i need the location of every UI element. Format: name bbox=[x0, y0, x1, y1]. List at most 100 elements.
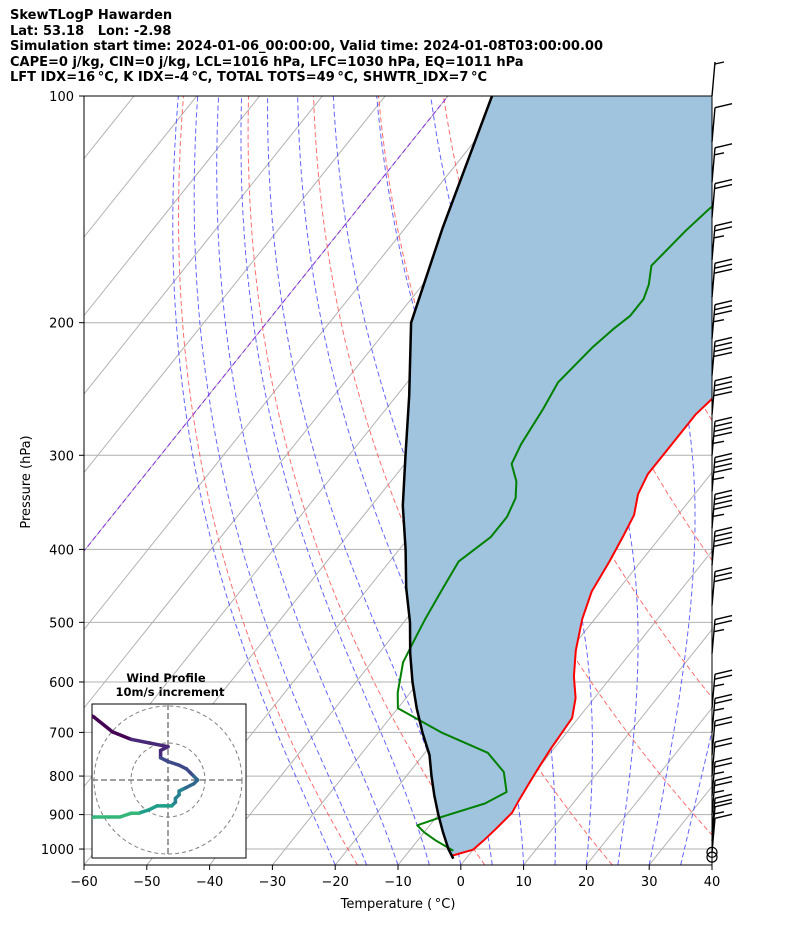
dry-adiabat-line bbox=[313, 96, 613, 865]
isotherm-line bbox=[84, 96, 323, 395]
hodograph-segment bbox=[110, 730, 133, 742]
isotherm-line bbox=[84, 96, 198, 238]
wind-barb bbox=[711, 802, 733, 841]
moist-adiabat-line bbox=[240, 96, 430, 865]
parcel-line bbox=[401, 96, 494, 860]
hodograph-inset bbox=[91, 703, 247, 859]
isotherm-line bbox=[775, 96, 794, 865]
x-tick-label: 40 bbox=[704, 875, 721, 890]
cape-shading bbox=[402, 96, 712, 859]
hodograph-segment bbox=[61, 824, 65, 828]
wind-barb bbox=[711, 336, 733, 376]
isotherm-line bbox=[84, 96, 512, 631]
calm-wind-circle bbox=[706, 851, 718, 863]
moist-adiabat-line bbox=[172, 96, 336, 865]
wind-barb bbox=[711, 716, 733, 756]
hodograph-segment bbox=[35, 861, 50, 872]
y-tick-label: 100 bbox=[49, 90, 74, 105]
isotherm-line bbox=[711, 864, 712, 865]
hodograph-segment bbox=[136, 807, 152, 816]
isotherm-line bbox=[586, 707, 712, 865]
wind-barb bbox=[711, 813, 733, 853]
y-tick-label: 700 bbox=[49, 726, 74, 741]
x-tick-label: 10 bbox=[515, 875, 532, 890]
wind-barb bbox=[711, 566, 733, 606]
x-axis-label: Temperature ( °C) bbox=[340, 897, 456, 912]
calm-wind-circle bbox=[706, 846, 718, 858]
wind-barb bbox=[711, 299, 733, 339]
x-tick-label: −20 bbox=[321, 875, 348, 890]
temperature-line bbox=[452, 397, 712, 857]
chart-title-block: SkewTLogP Hawarden Lat: 53.18 Lon: -2.98… bbox=[10, 8, 603, 86]
moist-adiabat-line bbox=[267, 96, 462, 865]
hodograph-segment bbox=[129, 737, 152, 745]
hodograph-segment bbox=[166, 759, 181, 767]
wind-barb bbox=[711, 614, 733, 654]
wind-barb bbox=[711, 669, 733, 709]
y-tick-label: 500 bbox=[49, 616, 74, 631]
dry-adiabat-line bbox=[247, 96, 486, 865]
wind-barb bbox=[711, 489, 733, 529]
moist-adiabat-line bbox=[680, 96, 712, 865]
moist-adiabat-line bbox=[589, 96, 696, 865]
x-tick-label: 20 bbox=[578, 875, 595, 890]
y-tick-label: 1000 bbox=[41, 843, 74, 858]
hodograph-segment bbox=[20, 873, 35, 880]
moist-adiabat-line bbox=[711, 863, 712, 865]
isotherm-line bbox=[0, 96, 71, 865]
x-tick-label: 30 bbox=[641, 875, 658, 890]
y-axis-label: Pressure (hPa) bbox=[19, 435, 34, 528]
wind-barb bbox=[711, 757, 733, 796]
wind-barb bbox=[711, 775, 733, 815]
wind-barb bbox=[711, 693, 733, 733]
hodograph-segment bbox=[92, 715, 115, 734]
moist-adiabat-line bbox=[430, 96, 593, 865]
location-line: Lat: 53.18 Lon: -2.98 bbox=[10, 23, 172, 39]
dewpoint-line bbox=[396, 205, 712, 852]
wind-barb bbox=[711, 143, 733, 182]
hodograph-segment bbox=[31, 706, 53, 710]
isotherm-line bbox=[84, 96, 386, 474]
y-tick-label: 800 bbox=[49, 770, 74, 785]
wind-barb bbox=[711, 61, 725, 97]
y-tick-label: 300 bbox=[49, 449, 74, 464]
hodograph-segment bbox=[92, 815, 96, 820]
x-tick-label: 0 bbox=[457, 875, 465, 890]
mixing-ratio-line bbox=[84, 96, 449, 552]
time-line: Simulation start time: 2024-01-06_00:00:… bbox=[10, 39, 603, 54]
isotherm-line bbox=[523, 628, 712, 865]
x-tick-label: −10 bbox=[384, 875, 411, 890]
chart-title: SkewTLogP Hawarden bbox=[10, 8, 173, 23]
wind-barb bbox=[711, 793, 733, 833]
hodograph-segment bbox=[147, 741, 170, 749]
cape-line: CAPE=0 j/kg, CIN=0 j/kg, LCL=1016 hPa, L… bbox=[10, 54, 524, 70]
x-tick-label: −30 bbox=[259, 875, 286, 890]
inset-subtitle: 10m/s increment bbox=[116, 685, 225, 699]
wind-barb bbox=[711, 103, 733, 142]
inset-title: Wind Profile bbox=[126, 671, 206, 685]
x-tick-label: −50 bbox=[133, 875, 160, 890]
hodograph-segment bbox=[118, 811, 133, 819]
isotherm-line bbox=[84, 96, 260, 317]
wind-barb bbox=[711, 737, 733, 777]
wind-barb bbox=[711, 452, 733, 492]
x-tick-label: −40 bbox=[196, 875, 223, 890]
y-tick-label: 900 bbox=[49, 809, 74, 824]
index-line: LFT IDX=16 °C, K IDX=-4 °C, TOTAL TOTS=4… bbox=[10, 70, 488, 85]
y-tick-label: 400 bbox=[49, 543, 74, 558]
moist-adiabat-line bbox=[216, 96, 399, 865]
dry-adiabat-line bbox=[703, 96, 712, 120]
moist-adiabat-line bbox=[193, 96, 368, 865]
dry-adiabat-line bbox=[769, 96, 794, 865]
wind-barb bbox=[711, 258, 733, 298]
x-tick-label: −60 bbox=[70, 875, 97, 890]
y-tick-label: 600 bbox=[49, 676, 74, 691]
wind-barb bbox=[711, 221, 733, 260]
isotherm-line bbox=[460, 550, 712, 865]
y-tick-label: 200 bbox=[49, 317, 74, 332]
dry-adiabat-line bbox=[177, 96, 358, 865]
wind-barb bbox=[711, 376, 733, 415]
wind-barb bbox=[711, 178, 733, 218]
wind-barb bbox=[711, 416, 733, 456]
